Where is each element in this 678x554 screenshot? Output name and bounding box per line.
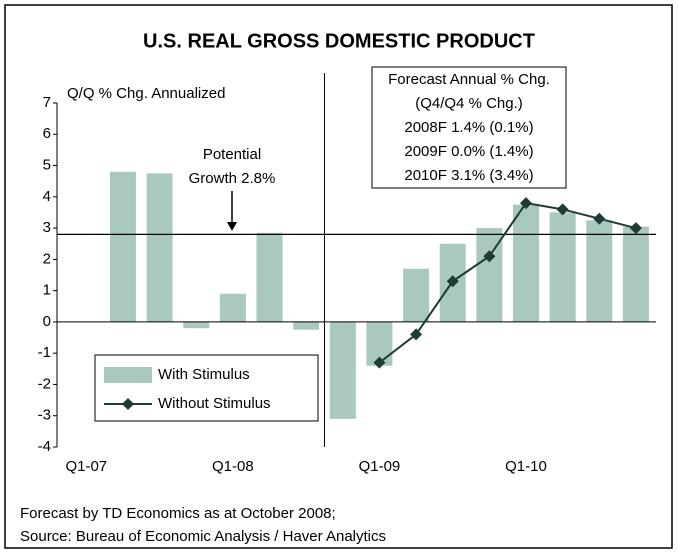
y-tick-label: -2 <box>38 375 51 392</box>
chart-title: U.S. REAL GROSS DOMESTIC PRODUCT <box>143 30 535 52</box>
annotation: Potential <box>203 146 261 163</box>
x-tick-label: Q1-10 <box>505 458 547 475</box>
bar <box>146 173 173 322</box>
y-tick-label: 1 <box>43 282 51 299</box>
annotation: Growth 2.8% <box>189 170 276 187</box>
marker <box>520 197 532 210</box>
forecast-text: (Q4/Q4 % Chg.) <box>415 95 523 112</box>
x-tick-label: Q1-07 <box>65 458 107 475</box>
bar <box>403 268 430 322</box>
legend-swatch <box>104 367 152 383</box>
y-tick-label: 4 <box>43 188 51 205</box>
bar <box>219 293 246 322</box>
y-tick-label: -4 <box>38 438 51 455</box>
bar <box>513 204 539 322</box>
y-tick-label: 0 <box>43 313 51 330</box>
y-tick-label: -3 <box>38 407 51 424</box>
legend-box <box>94 354 319 422</box>
y-tick-label: 2 <box>43 250 51 267</box>
marker <box>556 203 569 216</box>
bar <box>622 226 649 322</box>
y-tick-label: 3 <box>43 219 51 236</box>
legend-marker <box>122 398 134 410</box>
bar <box>549 212 576 322</box>
bar <box>586 220 613 322</box>
y-tick-label: 7 <box>43 94 51 111</box>
forecast-text: 2008F 1.4% (0.1%) <box>404 119 533 136</box>
marker <box>629 222 642 235</box>
legend-label: With Stimulus <box>158 366 250 383</box>
bar <box>293 321 320 330</box>
bar <box>256 232 283 322</box>
arrow-head <box>227 222 237 231</box>
forecast-text: Forecast Annual % Chg. <box>388 71 550 88</box>
bar <box>183 321 210 329</box>
marker <box>446 275 459 288</box>
bar <box>329 321 356 419</box>
x-tick-label: Q1-08 <box>212 458 254 475</box>
marker <box>410 328 423 341</box>
y-tick-label: 6 <box>43 125 51 142</box>
marker <box>483 250 496 263</box>
marker <box>373 356 386 369</box>
y-axis-title: Q/Q % Chg. Annualized <box>67 85 225 102</box>
footnote: Source: Bureau of Economic Analysis / Ha… <box>20 528 386 545</box>
forecast-text: 2010F 3.1% (3.4%) <box>404 167 533 184</box>
y-tick-label: 5 <box>43 157 51 174</box>
legend-label: Without Stimulus <box>158 395 271 412</box>
footnote: Forecast by TD Economics as at October 2… <box>20 505 336 522</box>
x-tick-label: Q1-09 <box>359 458 401 475</box>
y-tick-label: -1 <box>38 344 51 361</box>
bar <box>109 171 136 322</box>
marker <box>593 212 606 225</box>
line-series <box>378 201 637 364</box>
forecast-box <box>371 66 567 189</box>
forecast-text: 2009F 0.0% (1.4%) <box>404 143 533 160</box>
